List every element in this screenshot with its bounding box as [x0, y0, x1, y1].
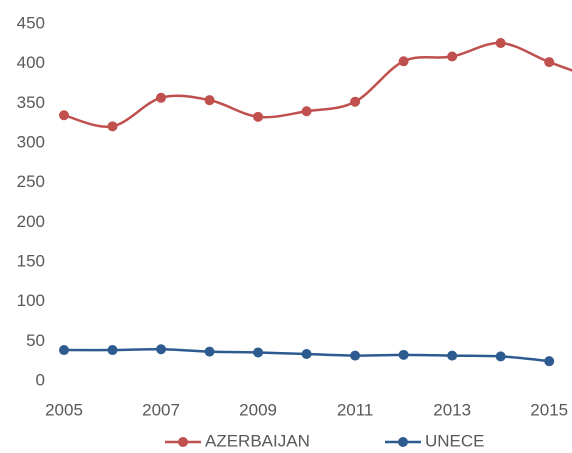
data-point — [301, 349, 312, 360]
data-point — [350, 350, 361, 361]
y-tick-label: 50 — [26, 331, 45, 350]
y-tick-label: 350 — [17, 93, 45, 112]
y-tick-label: 250 — [17, 172, 45, 191]
data-point — [447, 350, 458, 361]
x-tick-label: 2015 — [530, 400, 568, 419]
data-point — [398, 349, 409, 360]
data-point — [107, 345, 118, 356]
legend-label: UNECE — [425, 431, 485, 450]
y-tick-label: 450 — [17, 13, 45, 32]
legend-marker — [398, 437, 408, 447]
x-tick-label: 2013 — [433, 400, 471, 419]
data-point — [204, 95, 215, 106]
legend-marker — [178, 437, 188, 447]
data-point — [59, 110, 69, 121]
data-point — [398, 56, 409, 67]
x-tick-label: 2011 — [337, 400, 374, 419]
y-tick-label: 200 — [17, 212, 45, 231]
data-point — [204, 346, 215, 357]
y-tick-label: 400 — [17, 53, 45, 72]
x-tick-label: 2005 — [45, 400, 83, 419]
x-tick-label: 2007 — [142, 400, 180, 419]
plot-area — [59, 38, 572, 367]
data-point — [495, 351, 506, 362]
data-point — [544, 356, 555, 367]
y-tick-label: 150 — [17, 251, 45, 270]
data-point — [156, 92, 167, 103]
data-point — [447, 51, 458, 62]
data-point — [495, 38, 506, 49]
x-tick-label: 2009 — [239, 400, 277, 419]
data-point — [253, 347, 264, 358]
data-point — [253, 111, 264, 122]
y-tick-label: 0 — [36, 370, 45, 389]
y-tick-label: 100 — [17, 291, 45, 310]
data-point — [301, 106, 312, 117]
data-point — [350, 96, 361, 107]
data-point — [156, 344, 167, 355]
series-line — [63, 41, 572, 129]
legend-label: AZERBAIJAN — [205, 431, 310, 450]
data-point — [107, 121, 118, 132]
data-point — [544, 57, 555, 68]
y-tick-label: 300 — [17, 132, 45, 151]
data-point — [59, 345, 69, 356]
